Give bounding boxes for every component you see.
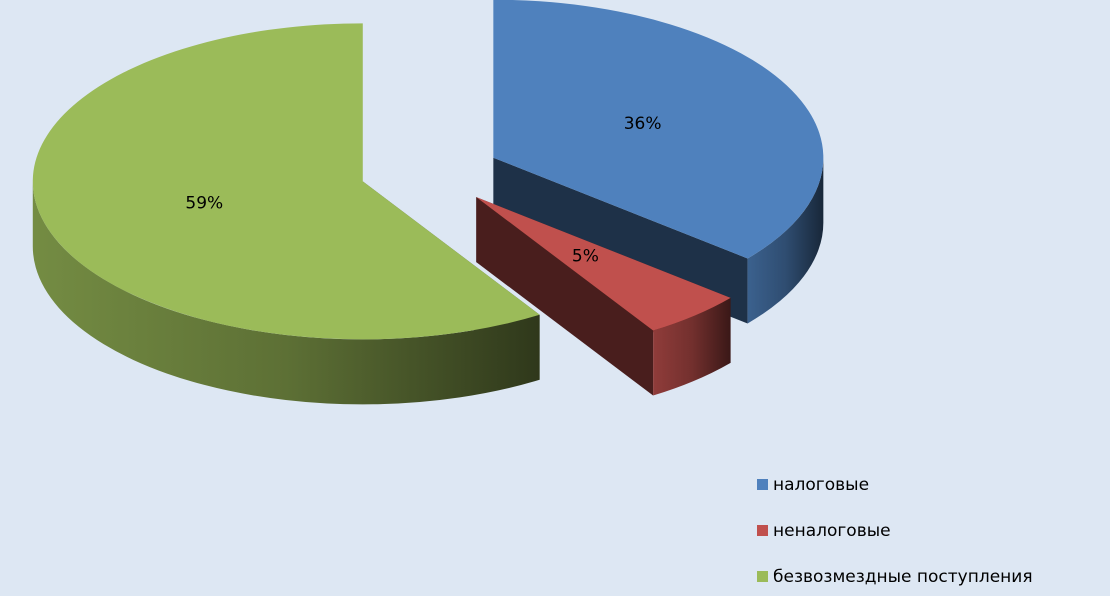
legend-label: налоговые — [773, 475, 869, 495]
legend-label: неналоговые — [773, 521, 891, 541]
legend-swatch — [757, 479, 768, 490]
slice-side — [476, 197, 654, 396]
slice-wall — [747, 157, 824, 324]
legend-swatch — [757, 525, 768, 536]
slice-top — [476, 197, 731, 331]
slice-wall — [32, 181, 540, 405]
legend-swatch — [757, 571, 768, 582]
slice-top — [493, 0, 824, 259]
slice-wall — [653, 297, 731, 396]
slice-top — [32, 23, 540, 340]
legend-label: безвозмездные поступления — [773, 567, 1033, 587]
data-label: 59% — [185, 193, 223, 213]
data-label: 36% — [624, 114, 662, 134]
data-label: 5% — [572, 246, 599, 266]
